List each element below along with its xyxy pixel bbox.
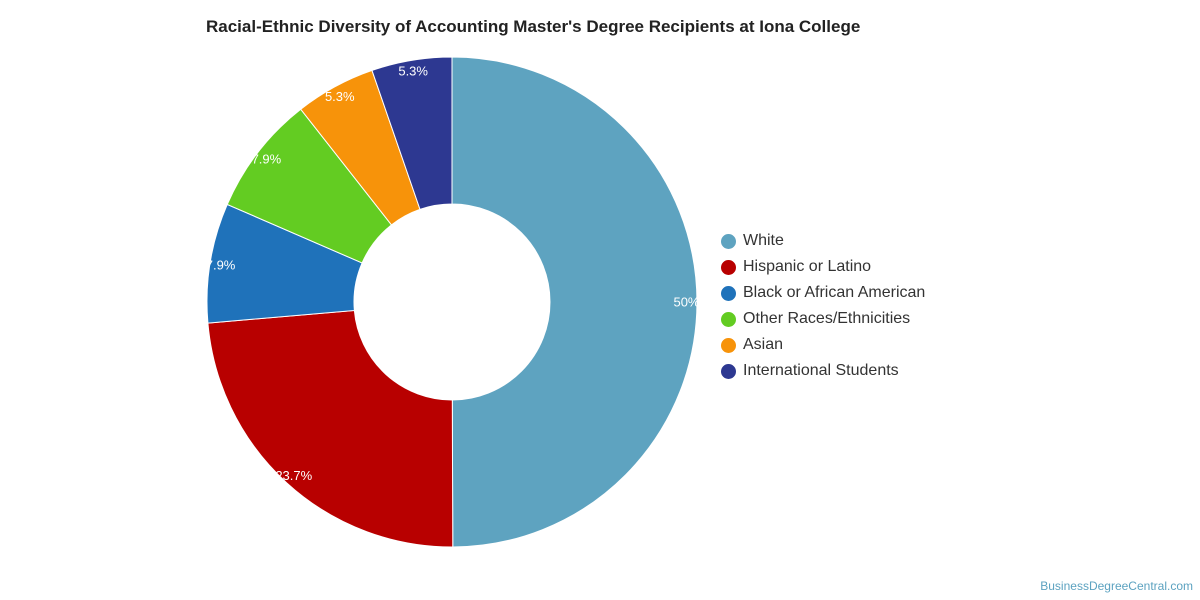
legend-swatch bbox=[721, 285, 736, 301]
legend-item-asian[interactable]: Asian bbox=[721, 332, 925, 358]
legend-label: Hispanic or Latino bbox=[743, 258, 872, 275]
legend-item-hispanic-or-latino[interactable]: Hispanic or Latino bbox=[721, 254, 925, 280]
slice-hispanic-or-latino[interactable] bbox=[207, 309, 454, 548]
legend-swatch bbox=[721, 337, 736, 353]
slice-label-international-students: 5.3% bbox=[398, 64, 428, 79]
legend-label: Black or African American bbox=[743, 284, 926, 301]
legend: White Hispanic or Latino Black or African … bbox=[721, 228, 925, 384]
source-credit[interactable]: BusinessDegreeCentral.com bbox=[1040, 579, 1193, 593]
slice-label-other-races-ethnicities: 7.9% bbox=[252, 152, 282, 167]
slice-label-hispanic-or-latino: 23.7% bbox=[275, 468, 312, 483]
legend-item-white[interactable]: White bbox=[721, 228, 925, 254]
legend-label: White bbox=[743, 232, 784, 249]
chart-title: Racial-Ethnic Diversity of Accounting Ma… bbox=[206, 17, 861, 36]
slice-white[interactable] bbox=[451, 56, 698, 548]
legend-label: International Students bbox=[743, 362, 899, 379]
legend-swatch bbox=[721, 363, 736, 379]
legend-swatch bbox=[721, 259, 736, 275]
legend-swatch bbox=[721, 233, 736, 249]
slice-label-black-or-african-american: 7.9% bbox=[206, 257, 236, 272]
slice-international-students[interactable] bbox=[371, 56, 453, 211]
legend-label: Asian bbox=[743, 336, 784, 353]
slice-label-white: 50% bbox=[673, 295, 699, 310]
slice-label-asian: 5.3% bbox=[325, 89, 355, 104]
legend-item-international-students[interactable]: International Students bbox=[721, 358, 925, 384]
legend-label: Other Races/Ethnicities bbox=[743, 310, 911, 327]
legend-swatch bbox=[721, 311, 736, 327]
legend-item-black-or-african-american[interactable]: Black or African American bbox=[721, 280, 925, 306]
legend-item-other-races-ethnicities[interactable]: Other Races/Ethnicities bbox=[721, 306, 925, 332]
